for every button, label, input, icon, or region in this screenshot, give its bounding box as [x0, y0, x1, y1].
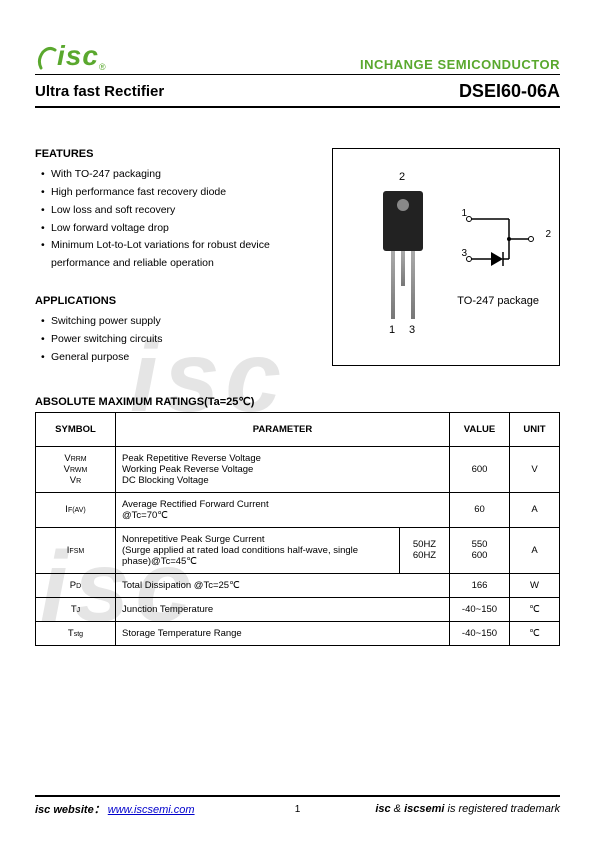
cell-symbol: VRRMVRWMVR [36, 446, 116, 492]
cell-symbol: PD [36, 573, 116, 597]
feature-item: Minimum Lot-to-Lot variations for robust… [41, 237, 314, 255]
schem-pin-label: 3 [461, 248, 467, 259]
cell-condition: 50HZ 60HZ [400, 527, 450, 573]
cell-unit: W [510, 573, 560, 597]
feature-item: Low forward voltage drop [41, 220, 314, 238]
logo-area: isc ® [35, 40, 106, 72]
footer-left: isc website： www.iscsemi.com [35, 801, 195, 817]
header: isc ® INCHANGE SEMICONDUCTOR [35, 40, 560, 75]
feature-item: With TO-247 packaging [41, 166, 314, 184]
table-row: TstgStorage Temperature Range-40~150℃ [36, 621, 560, 645]
cell-value: 166 [450, 573, 510, 597]
cell-unit: V [510, 446, 560, 492]
cell-parameter: Nonrepetitive Peak Surge Current (Surge … [116, 527, 400, 573]
pin-label: 2 [399, 171, 405, 183]
schem-pin-label: 2 [545, 229, 551, 240]
footer: isc website： www.iscsemi.com 1 isc & isc… [35, 795, 560, 817]
cell-parameter: Storage Temperature Range [116, 621, 450, 645]
col-header-parameter: PARAMETER [116, 412, 450, 446]
cell-symbol: TJ [36, 597, 116, 621]
footer-right: isc & iscsemi is registered trademark [375, 803, 560, 815]
pin-label: 3 [409, 324, 415, 336]
cell-symbol: IFSM [36, 527, 116, 573]
package-hole-icon [397, 199, 409, 211]
application-item: Power switching circuits [41, 331, 314, 349]
schematic-icon [461, 204, 541, 284]
cell-value: 550 600 [450, 527, 510, 573]
cell-symbol: Tstg [36, 621, 116, 645]
subheader: Ultra fast Rectifier DSEI60-06A [35, 75, 560, 108]
logo-swoosh-icon [35, 46, 57, 72]
part-number: DSEI60-06A [459, 81, 560, 102]
applications-list: Switching power supply Power switching c… [35, 313, 314, 367]
footer-left-label: isc website： [35, 804, 105, 816]
pin-label: 1 [389, 324, 395, 336]
content-area: FEATURES With TO-247 packaging High perf… [35, 148, 560, 367]
table-header-row: SYMBOL PARAMETER VALUE UNIT [36, 412, 560, 446]
application-item: Switching power supply [41, 313, 314, 331]
cell-unit: ℃ [510, 621, 560, 645]
table-row: TJJunction Temperature-40~150℃ [36, 597, 560, 621]
ratings-title: ABSOLUTE MAXIMUM RATINGS(Ta=25℃) [35, 395, 560, 408]
feature-item: performance and reliable operation [41, 255, 314, 273]
cell-unit: ℃ [510, 597, 560, 621]
table-row: IF(AV)Average Rectified Forward Current … [36, 492, 560, 527]
package-lead-icon [401, 251, 405, 286]
features-title: FEATURES [35, 148, 314, 160]
cell-unit: A [510, 527, 560, 573]
website-link[interactable]: www.iscsemi.com [108, 804, 195, 816]
table-row: PDTotal Dissipation @Tc=25℃166W [36, 573, 560, 597]
table-row: IFSMNonrepetitive Peak Surge Current (Su… [36, 527, 560, 573]
page-number: 1 [295, 804, 301, 815]
cell-value: 600 [450, 446, 510, 492]
applications-title: APPLICATIONS [35, 295, 314, 307]
schem-pin-label: 1 [461, 208, 467, 219]
cell-unit: A [510, 492, 560, 527]
features-list: With TO-247 packaging High performance f… [35, 166, 314, 273]
package-box: 2 1 3 1 3 2 TO-247 package [332, 148, 560, 366]
left-column: FEATURES With TO-247 packaging High perf… [35, 148, 314, 367]
ratings-table: SYMBOL PARAMETER VALUE UNIT VRRMVRWMVRPe… [35, 412, 560, 646]
package-lead-icon [391, 251, 395, 319]
table-row: VRRMVRWMVRPeak Repetitive Reverse Voltag… [36, 446, 560, 492]
package-caption: TO-247 package [457, 295, 539, 307]
cell-value: -40~150 [450, 621, 510, 645]
col-header-unit: UNIT [510, 412, 560, 446]
application-item: General purpose [41, 349, 314, 367]
package-lead-icon [411, 251, 415, 319]
logo-registered-icon: ® [99, 62, 106, 72]
col-header-symbol: SYMBOL [36, 412, 116, 446]
cell-symbol: IF(AV) [36, 492, 116, 527]
feature-item: Low loss and soft recovery [41, 202, 314, 220]
package-figure: 2 1 3 1 3 2 TO-247 package [332, 148, 560, 367]
col-header-value: VALUE [450, 412, 510, 446]
cell-parameter: Junction Temperature [116, 597, 450, 621]
cell-parameter: Average Rectified Forward Current @Tc=70… [116, 492, 450, 527]
product-type: Ultra fast Rectifier [35, 83, 164, 100]
cell-value: 60 [450, 492, 510, 527]
cell-value: -40~150 [450, 597, 510, 621]
cell-parameter: Total Dissipation @Tc=25℃ [116, 573, 450, 597]
cell-parameter: Peak Repetitive Reverse Voltage Working … [116, 446, 450, 492]
company-name: INCHANGE SEMICONDUCTOR [360, 57, 560, 72]
feature-item: High performance fast recovery diode [41, 184, 314, 202]
logo-text: isc [57, 40, 99, 72]
